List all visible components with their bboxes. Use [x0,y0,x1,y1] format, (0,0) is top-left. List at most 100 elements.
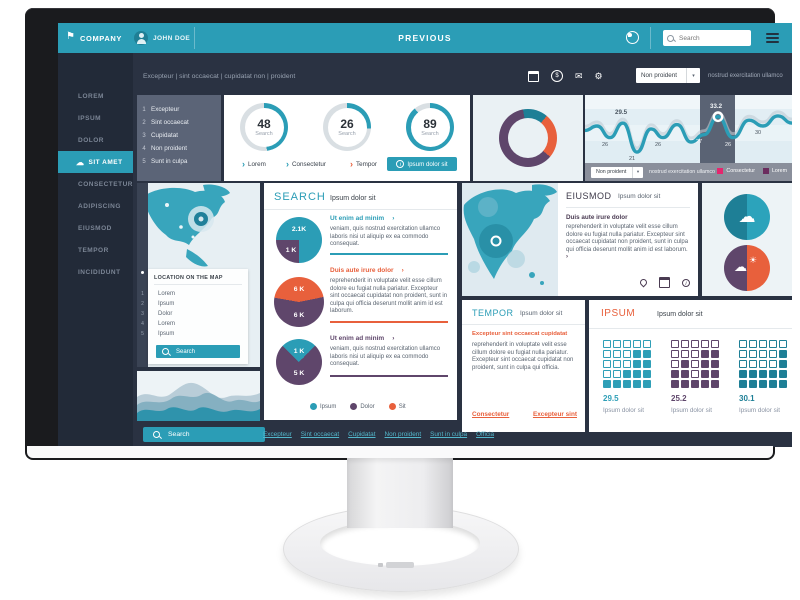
waffle-cell [711,380,719,388]
waffle-cell [739,340,747,348]
legend-dot [350,403,358,410]
tempor-footer-link-1[interactable]: Consectetur [472,411,510,418]
map-index: 3 [141,311,144,317]
footer-link-excepteur[interactable]: Excepteur [263,431,292,438]
sidebar-item-dolor[interactable]: DOLOR [58,129,133,151]
rank-list: 1 Excepteur 2 Sint occaecat 3 Cupidatat 4 Non p… [137,95,221,168]
ipsum-dolor-button-label: Ipsum dolor sit [407,160,448,168]
location-card: LOCATION ON THE MAP Lorem Ipsum Dolor Lorem… [148,269,248,364]
waffle-cell [623,370,631,378]
calendar-icon[interactable] [528,70,539,82]
gear-icon[interactable]: ⚙ [594,70,603,81]
search-row-body-1: veniam, quis nostrud exercitation ullamc… [330,226,441,247]
calendar-icon[interactable] [659,277,670,288]
rank-item[interactable]: 5 Sunt in culpa [137,155,221,168]
footer-link-non-proident[interactable]: Non proident [384,431,422,438]
location-item[interactable]: Lorem [148,319,248,329]
sidebar-item-incididunt[interactable]: INCIDIDUNT [58,261,133,283]
divider [330,253,448,255]
trend-chart-footer: Non proident ▾ nostrud exercitation ulla… [585,163,792,181]
avatar[interactable] [134,31,148,45]
waffle-cell [749,360,757,368]
sun-cloud-badge: ☀ ☁ [724,245,770,291]
search-row-link-1[interactable]: Ut enim ad minim › [330,215,395,222]
search-row-body-2: reprehenderit in voluptate velit esse ci… [330,278,448,314]
sidebar-item-label: INCIDIDUNT [78,268,121,276]
map-search-button[interactable]: Search [156,345,240,358]
eiusmod-icons: i [566,277,690,288]
rank-item[interactable]: 4 Non proident [137,142,221,155]
legend-label: Sit [398,403,406,410]
pie-label: 2.1K [291,226,307,233]
gauge-group: 48 Search 26 Search 89 Search [224,103,470,153]
location-item[interactable]: Ipsum [148,299,248,309]
sidebar-item-consectetur[interactable]: CONSECTETUR [58,173,133,195]
tempor-footer-link-2[interactable]: Excepteur sint [532,411,577,418]
gauge-link-consectetur[interactable]: › Consectetur [286,159,326,169]
waffle-cell [711,350,719,358]
waffle-label: Ipsum dolor sit [603,407,644,414]
waffle-3: 30.1 Ipsum dolor sit [739,340,792,414]
mail-icon[interactable]: ✉ [575,70,583,81]
map-search-label: Search [176,348,196,355]
footer-link-sint-occaecat[interactable]: Sint occaecat [300,431,340,438]
sidebar-nav: LOREM IPSUM DOLOR ☁ SIT AMET CONSECTETUR ADIPI… [58,85,133,283]
divider [589,328,792,329]
legend-item-sit: Sit [388,403,406,410]
location-item[interactable]: Lorem [148,289,248,299]
point-label: 26 [655,141,662,148]
search-row-link-2[interactable]: Duis aute irure dolor › [330,267,404,274]
chevron-right-icon[interactable]: › [566,254,568,260]
rank-label: Sunt in culpa [151,158,188,165]
location-item[interactable]: Ipsum [148,329,248,339]
location-item[interactable]: Dolor [148,309,248,319]
gauge-link-tempor[interactable]: › Tempor [350,159,377,169]
rank-item[interactable]: 3 Cupidatat [137,129,221,142]
sidebar-item-label: IPSUM [78,114,102,122]
rank-item[interactable]: 1 Excepteur [137,103,221,116]
breadcrumb: Excepteur | sint occaecat | cupidatat no… [143,73,296,80]
sidebar-item-eiusmod[interactable]: EIUSMOD [58,217,133,239]
search-row-link-3[interactable]: Ut enim ad minim › [330,335,395,342]
page-title: PREVIOUS [398,33,452,43]
waffle-cell [739,380,747,388]
globe-icon[interactable] [626,31,639,44]
sidebar-item-tempor[interactable]: TEMPOR [58,239,133,261]
donut-panel [473,95,583,181]
menu-icon[interactable] [766,33,779,43]
company-flag-icon: ⚑ [66,31,75,42]
divider [194,27,195,49]
waffle-cell [603,340,611,348]
search-input[interactable] [677,33,751,43]
sidebar-item-lorem[interactable]: LOREM [58,85,133,107]
tempor-body: reprehenderit in voluptate velit esse ci… [472,342,574,371]
topbar-search[interactable] [663,30,751,46]
waffle-cell [603,370,611,378]
gauge-link-lorem[interactable]: › Lorem [242,159,266,169]
rank-label: Cupidatat [151,132,178,139]
filter-dropdown[interactable]: Non proident ▾ [636,68,700,83]
footer-link-cupidatat[interactable]: Cupidatat [348,431,376,438]
sidebar-item-adipiscing[interactable]: ADIPISCING [58,195,133,217]
eiusmod-link[interactable]: Duis aute irure dolor [566,214,628,221]
location-pin-icon[interactable] [638,277,649,288]
footer-link-officia[interactable]: Officia [476,431,495,438]
trend-dropdown[interactable]: Non proident ▾ [591,166,643,178]
cloud-icon: ☁ [76,157,85,167]
sidebar-item-sit-amet[interactable]: ☁ SIT AMET [58,151,133,173]
search-panel-subtitle: Ipsum dolor sit [330,195,376,202]
rank-item[interactable]: 2 Sint occaecat [137,116,221,129]
user-name[interactable]: JOHN DOE [153,35,191,42]
sidebar-item-label: CONSECTETUR [78,180,133,188]
sidebar-item-ipsum[interactable]: IPSUM [58,107,133,129]
ipsum-dolor-button[interactable]: i Ipsum dolor sit [387,157,457,171]
action-icons: $ ✉ ⚙ [528,68,603,84]
waffle-cell [623,360,631,368]
tempor-link[interactable]: Excepteur sint occaecat cupidatat [472,331,568,337]
currency-icon[interactable]: $ [551,70,563,82]
footer-link-sunt-in-culpa[interactable]: Sunt in culpa [430,431,468,438]
weather-panel: ☁ ☀ ☁ [702,183,792,296]
waffle-cell [769,360,777,368]
info-icon[interactable]: i [682,278,690,287]
footer-search-button[interactable]: Search [143,427,265,442]
